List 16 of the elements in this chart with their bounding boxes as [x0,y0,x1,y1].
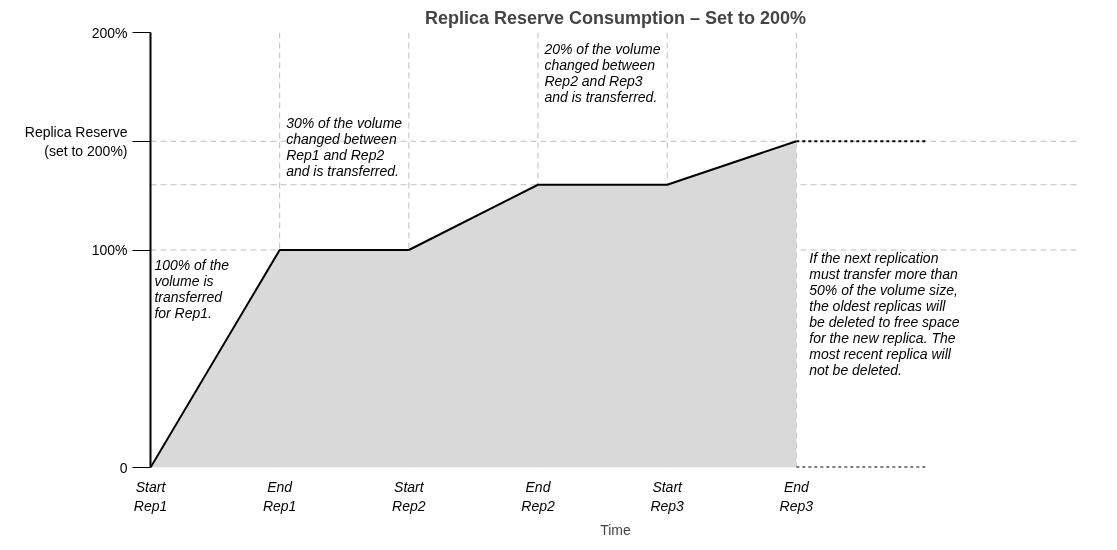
chart-title: Replica Reserve Consumption – Set to 200% [424,7,807,28]
x-axis-title: Time [600,521,632,538]
x-tick-label: End Rep2 [521,478,555,514]
x-tick-label: Start Rep1 [133,478,168,514]
y-tick-label: 100% [91,242,128,258]
y-tick-label: Replica Reserve (set to 200%) [24,123,128,159]
annotation: 30% of the volume changed between Rep1 and Rep2 and is transferred. [286,115,403,180]
x-tick-label: End Rep3 [779,478,814,514]
annotation: 20% of the volume changed between Rep2 and Rep3 and is transferred. [543,41,661,106]
x-tick-label: End Rep1 [262,478,297,514]
y-tick-label: 200% [91,24,128,41]
x-tick-label: Start Rep3 [650,478,685,514]
y-tick-label: 0 [119,459,128,476]
annotation: 100% of the volume is transferred for Rep1. [154,256,230,321]
annotation: If the next replication must transfer more than 50% of the volume size, the oldest replicas will be deleted to free space for the new replica. The most recent replica will not be deleted. [809,250,960,378]
x-tick-label: Start Rep2 [392,478,426,514]
